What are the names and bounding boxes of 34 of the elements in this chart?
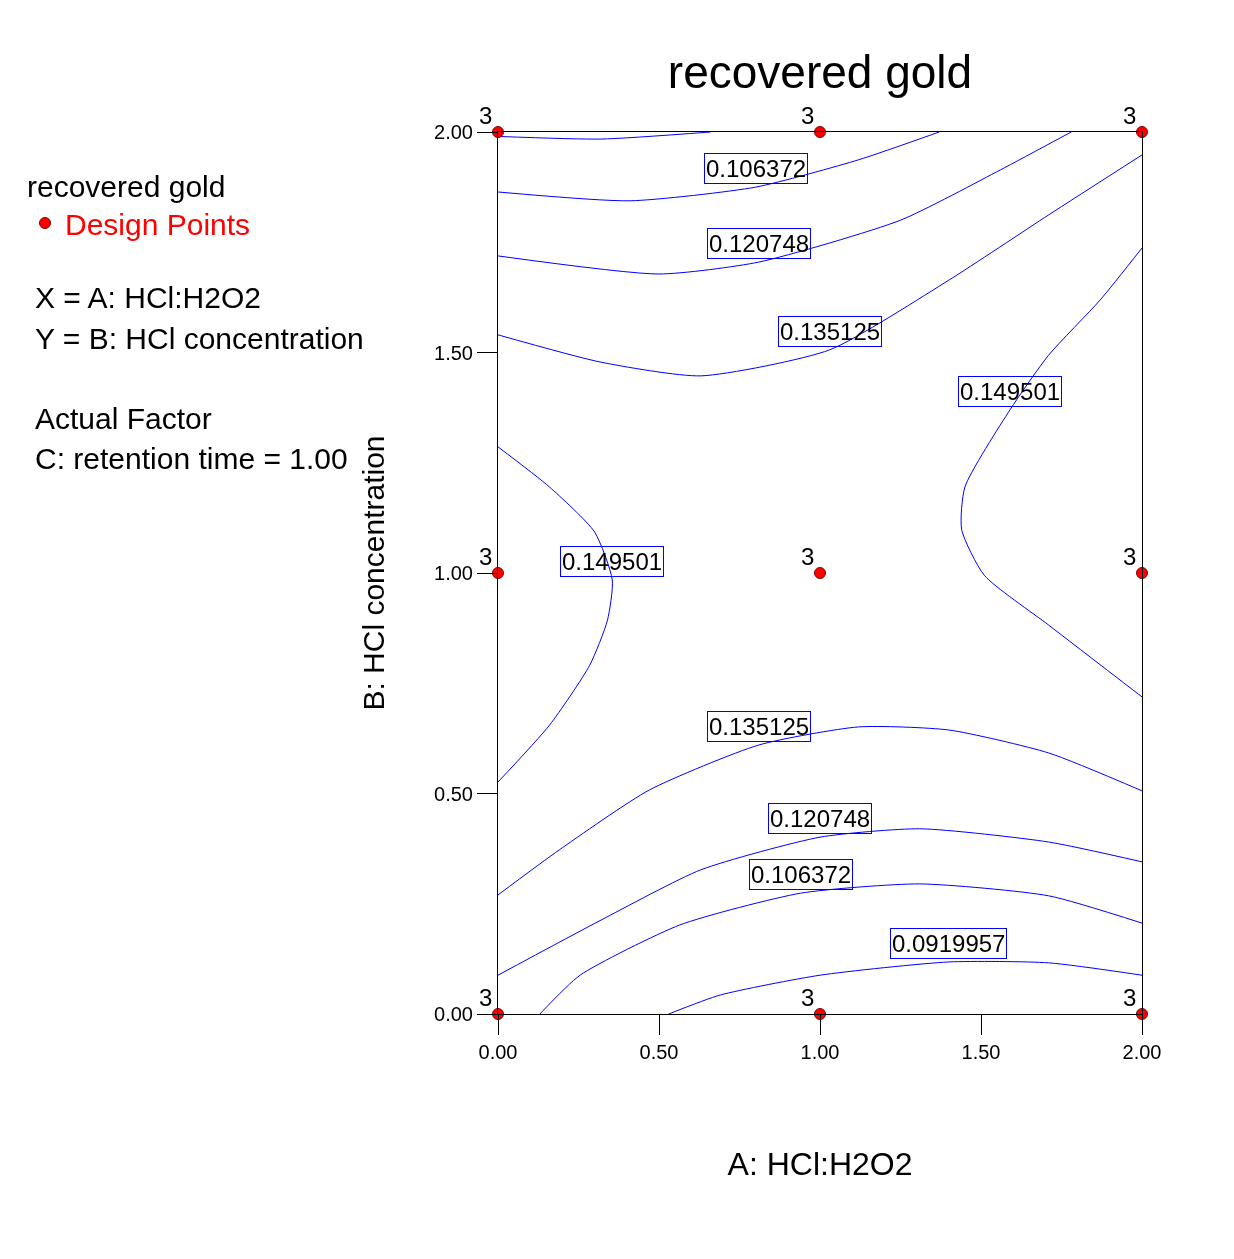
legend-label: Design Points (65, 207, 251, 241)
y-tick-label: 1.50 (434, 341, 473, 364)
annotation: 0.120748 (709, 230, 810, 257)
y-tick-label: 0.50 (434, 782, 473, 805)
annotation: 3 (801, 543, 815, 570)
annotation: 3 (479, 984, 493, 1011)
annotation: 3 (801, 984, 815, 1011)
annotation: 0.106372 (706, 155, 807, 182)
text: C: retention time = 1.00 (35, 442, 348, 475)
text: X = A: HCl:H2O2 (35, 281, 261, 314)
y-tick-label: 2.00 (434, 121, 473, 143)
text: Y = B: HCl concentration (35, 322, 364, 355)
y-tick-label: 0.00 (434, 1003, 473, 1025)
annotation: 3 (1123, 984, 1137, 1011)
annotation: 3 (801, 102, 815, 129)
x-tick-label: 1.50 (961, 1041, 1001, 1063)
annotation: 0.135125 (709, 713, 810, 740)
annotation: 0.120748 (770, 805, 871, 832)
annotation: 3 (479, 102, 493, 129)
chart-title: recovered gold (667, 46, 973, 99)
legend-title: recovered gold (27, 170, 226, 203)
annotation: 3 (1123, 543, 1137, 570)
text: Actual Factor (35, 402, 212, 435)
annotation: 0.0919957 (892, 930, 1006, 957)
x-axis-title: A: HCl:H2O2 (727, 1145, 913, 1182)
annotation: 0.106372 (751, 861, 852, 888)
annotation: 3 (1123, 102, 1137, 129)
y-tick-label: 1.00 (434, 562, 473, 584)
x-tick-label: 2.00 (1122, 1041, 1162, 1063)
annotation: 3 (479, 543, 493, 570)
x-tick-label: 1.00 (800, 1041, 840, 1063)
x-tick-label: 0.50 (639, 1041, 679, 1063)
y-axis-title: B: HCl concentration (357, 435, 391, 711)
x-tick-label: 0.00 (478, 1041, 518, 1063)
